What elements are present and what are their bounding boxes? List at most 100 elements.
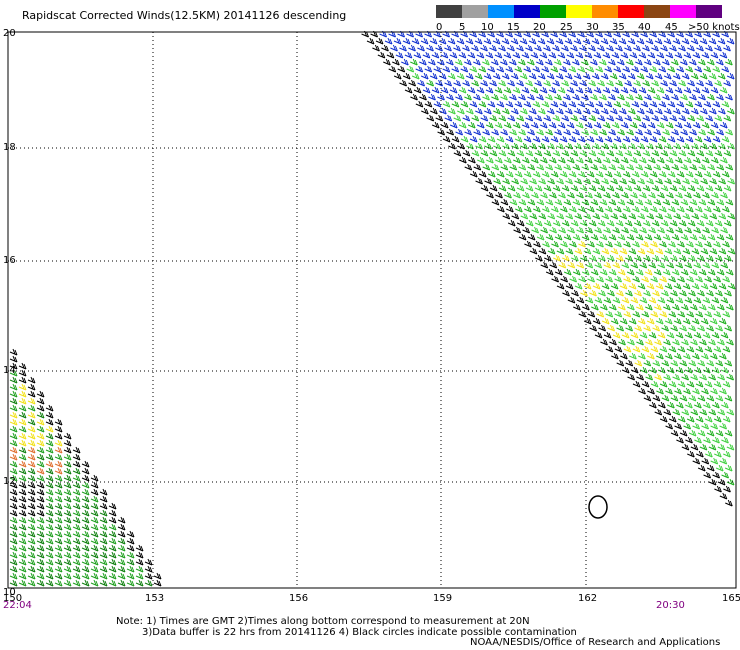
wind-barb [569,275,578,283]
wind-barb [72,488,81,496]
wind-barb [693,226,702,234]
wind-barb [671,163,680,171]
wind-barb [586,65,595,73]
wind-barb [615,79,624,87]
wind-barb [533,205,541,213]
wind-barb [464,58,472,66]
wind-barb [641,310,650,318]
wind-barb [698,268,707,276]
wind-barb [674,387,682,395]
wind-barb [689,93,697,101]
wind-barb [36,439,45,447]
wind-barb [27,404,36,412]
wind-barb [503,86,512,94]
wind-barb [630,366,639,374]
wind-barb [698,198,707,206]
wind-barb [9,544,18,552]
wind-barb [36,460,45,468]
wind-barb [613,135,622,143]
wind-barb [639,366,648,374]
wind-barb [557,51,566,59]
wind-barb [559,170,568,178]
wind-barb [681,72,690,80]
wind-barb [704,345,713,353]
wind-barb [574,177,583,185]
wind-barb [705,114,714,122]
wind-barb [514,65,523,73]
wind-barb [660,114,669,122]
wind-barb [487,170,496,178]
wind-barb [558,191,566,199]
wind-barb [706,464,715,472]
wind-barb [18,390,27,398]
wind-barb [690,37,699,45]
wind-barb [641,205,649,213]
wind-barb [81,488,90,496]
wind-barb [9,537,18,545]
wind-barb [636,72,645,80]
wind-barb [45,551,54,559]
wind-barb [637,212,646,220]
wind-barb [9,579,18,587]
wind-barb [608,198,617,206]
wind-barb [723,485,731,493]
wind-barb [684,331,693,339]
wind-barb [608,163,617,171]
wind-barb [554,128,563,136]
wind-barb [599,268,608,276]
wind-barb [597,44,605,52]
wind-barb [644,198,653,206]
wind-barb [18,446,27,454]
wind-barb [654,37,663,45]
wind-barb [653,268,662,276]
wind-barb [45,418,54,426]
wind-barb [36,432,45,440]
wind-barb [675,191,683,199]
wind-barb [648,296,657,304]
wind-barb [498,184,507,192]
wind-barb [691,282,700,290]
wind-barb [721,401,729,409]
wind-barb [594,191,602,199]
wind-barb [72,537,81,545]
wind-barb [595,135,604,143]
wind-barb [684,296,693,304]
wind-barb [54,474,63,482]
wind-barb [567,156,575,164]
wind-barb [458,51,467,59]
wind-barb [629,352,637,360]
wind-barb [585,296,594,304]
wind-barb [707,128,716,136]
wind-barb [541,135,550,143]
wind-barb [708,443,717,451]
wind-barb [36,558,45,566]
wind-barb [675,226,684,234]
wind-barb [686,310,695,318]
wind-barb [682,317,691,325]
wind-barb [650,240,658,248]
wind-barb [117,551,126,559]
wind-barb [36,544,45,552]
wind-barb [552,79,561,87]
wind-barb [401,58,409,66]
wind-barb [27,439,36,447]
wind-barb [577,65,586,73]
wind-barb [643,324,652,332]
wind-barb [126,565,135,573]
wind-barb [677,275,686,283]
wind-barb [721,170,730,178]
wind-barb [545,93,553,101]
wind-barb [666,331,675,339]
wind-barb [713,415,722,423]
wind-barb [467,51,476,59]
wind-barb [530,51,539,59]
wind-barb [679,254,687,262]
wind-barb [572,93,580,101]
wind-barb [644,93,652,101]
wind-barb [498,114,507,122]
wind-barb [684,261,693,269]
wind-barb [727,107,735,115]
wind-barb [648,331,657,339]
wind-barb [624,184,633,192]
wind-barb [686,380,695,388]
